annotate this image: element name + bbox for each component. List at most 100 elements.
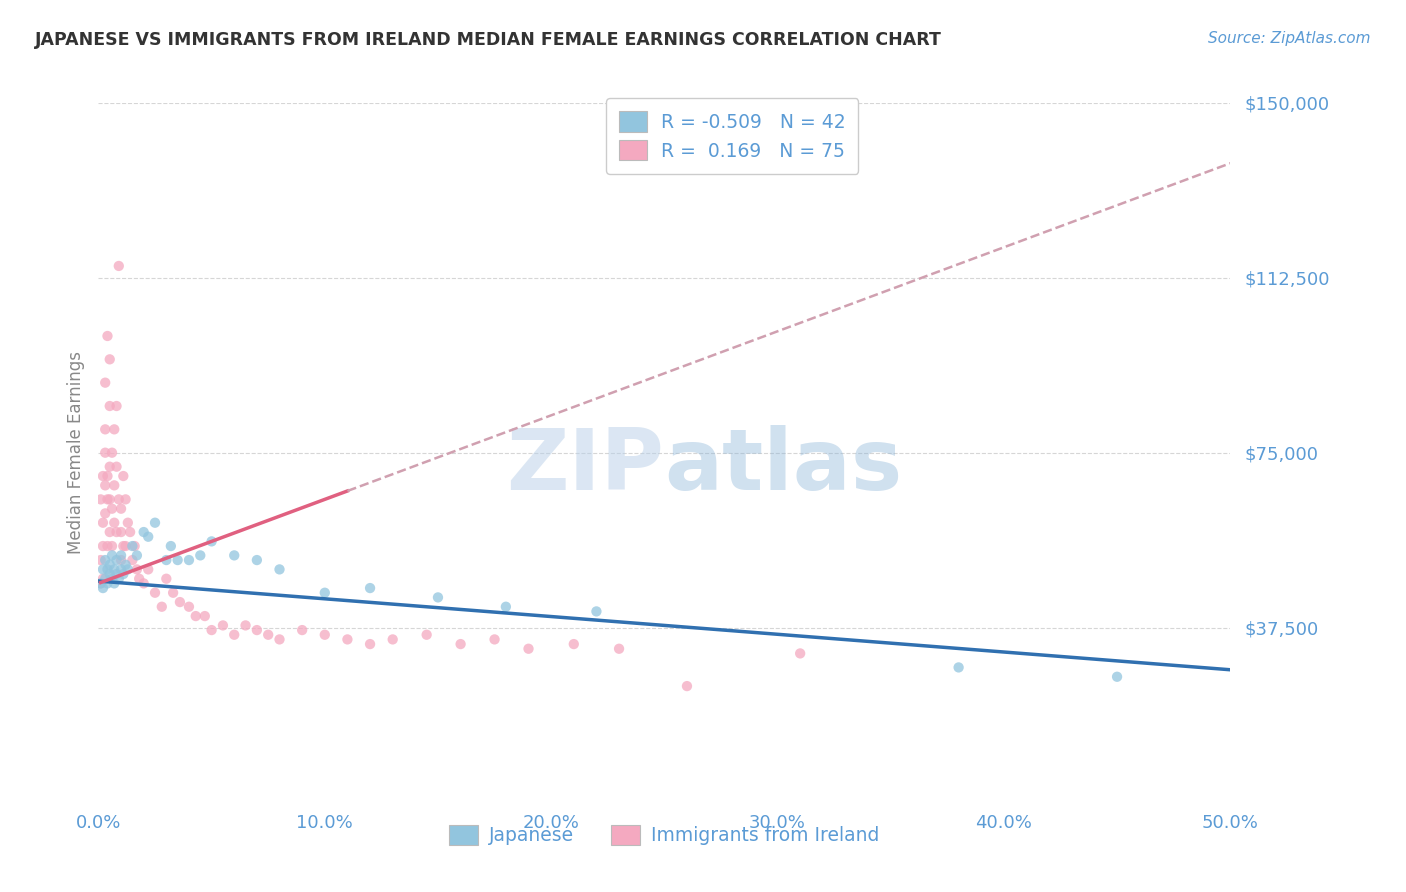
Point: [676, 679, 699, 693]
Point: [94, 572, 117, 586]
Point: [96, 562, 118, 576]
Point: [150, 599, 173, 614]
Point: [90, 576, 112, 591]
Point: [224, 628, 246, 642]
Point: [194, 609, 217, 624]
Point: [143, 516, 166, 530]
Point: [212, 618, 235, 632]
Point: [585, 604, 607, 618]
Text: JAPANESE VS IMMIGRANTS FROM IRELAND MEDIAN FEMALE EARNINGS CORRELATION CHART: JAPANESE VS IMMIGRANTS FROM IRELAND MEDI…: [35, 31, 942, 49]
Point: [91, 539, 114, 553]
Point: [94, 507, 117, 521]
Point: [114, 558, 136, 572]
Point: [91, 469, 114, 483]
Point: [125, 562, 148, 576]
Point: [155, 553, 177, 567]
Point: [105, 524, 128, 539]
Point: [162, 586, 184, 600]
Point: [112, 539, 135, 553]
Text: Source: ZipAtlas.com: Source: ZipAtlas.com: [1208, 31, 1371, 46]
Point: [143, 586, 166, 600]
Point: [562, 637, 585, 651]
Point: [101, 501, 124, 516]
Point: [98, 352, 121, 367]
Point: [117, 516, 139, 530]
Point: [136, 562, 159, 576]
Point: [789, 647, 811, 661]
Point: [107, 259, 129, 273]
Point: [98, 492, 121, 507]
Point: [91, 516, 114, 530]
Legend: Japanese, Immigrants from Ireland: Japanese, Immigrants from Ireland: [441, 817, 887, 853]
Point: [103, 478, 125, 492]
Point: [103, 516, 125, 530]
Point: [201, 534, 224, 549]
Point: [314, 628, 336, 642]
Point: [101, 446, 124, 460]
Point: [90, 576, 112, 591]
Point: [177, 599, 200, 614]
Point: [105, 459, 128, 474]
Point: [110, 549, 132, 563]
Point: [94, 446, 117, 460]
Text: ZIP: ZIP: [506, 425, 665, 508]
Point: [484, 632, 506, 647]
Point: [96, 469, 118, 483]
Point: [427, 591, 450, 605]
Point: [184, 609, 207, 624]
Point: [269, 632, 291, 647]
Y-axis label: Median Female Earnings: Median Female Earnings: [66, 351, 84, 554]
Point: [607, 641, 630, 656]
Point: [105, 553, 128, 567]
Point: [381, 632, 404, 647]
Point: [91, 572, 114, 586]
Point: [96, 539, 118, 553]
Point: [96, 492, 118, 507]
Point: [107, 572, 129, 586]
Point: [98, 459, 121, 474]
Point: [103, 576, 125, 591]
Point: [177, 553, 200, 567]
Point: [1107, 670, 1129, 684]
Point: [155, 572, 177, 586]
Point: [169, 595, 191, 609]
Point: [98, 524, 121, 539]
Point: [450, 637, 472, 651]
Point: [101, 549, 124, 563]
Point: [120, 524, 142, 539]
Point: [246, 623, 269, 637]
Point: [110, 501, 132, 516]
Point: [112, 567, 135, 582]
Point: [94, 376, 117, 390]
Point: [114, 539, 136, 553]
Point: [132, 576, 155, 591]
Point: [101, 572, 124, 586]
Point: [96, 329, 118, 343]
Point: [91, 562, 114, 576]
Point: [94, 553, 117, 567]
Point: [91, 581, 114, 595]
Point: [948, 660, 970, 674]
Point: [188, 549, 211, 563]
Point: [415, 628, 437, 642]
Point: [125, 549, 148, 563]
Point: [112, 469, 135, 483]
Point: [114, 492, 136, 507]
Point: [314, 586, 336, 600]
Point: [90, 492, 112, 507]
Point: [117, 562, 139, 576]
Point: [101, 539, 124, 553]
Point: [105, 399, 128, 413]
Point: [201, 623, 224, 637]
Point: [291, 623, 314, 637]
Point: [235, 618, 257, 632]
Point: [98, 558, 121, 572]
Point: [160, 539, 183, 553]
Point: [94, 478, 117, 492]
Point: [96, 576, 118, 591]
Point: [128, 572, 150, 586]
Point: [359, 637, 381, 651]
Point: [359, 581, 381, 595]
Point: [269, 562, 291, 576]
Point: [495, 599, 517, 614]
